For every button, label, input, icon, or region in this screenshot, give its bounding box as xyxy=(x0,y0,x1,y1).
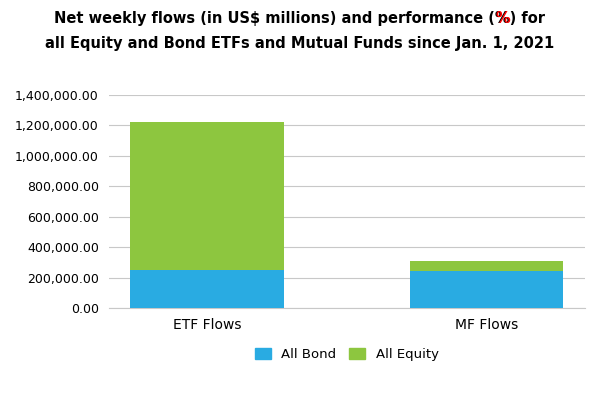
Legend: All Bond, All Equity: All Bond, All Equity xyxy=(250,342,444,366)
Text: Net weekly flows (in US$ millions) and performance (%) for: Net weekly flows (in US$ millions) and p… xyxy=(55,11,545,26)
Bar xyxy=(130,270,284,308)
Text: all Equity and Bond ETFs and Mutual Funds since Jan. 1, 2021: all Equity and Bond ETFs and Mutual Fund… xyxy=(46,36,554,51)
Bar xyxy=(410,261,563,271)
Bar xyxy=(130,122,284,270)
Bar xyxy=(410,271,563,308)
Text: %: % xyxy=(496,11,510,26)
